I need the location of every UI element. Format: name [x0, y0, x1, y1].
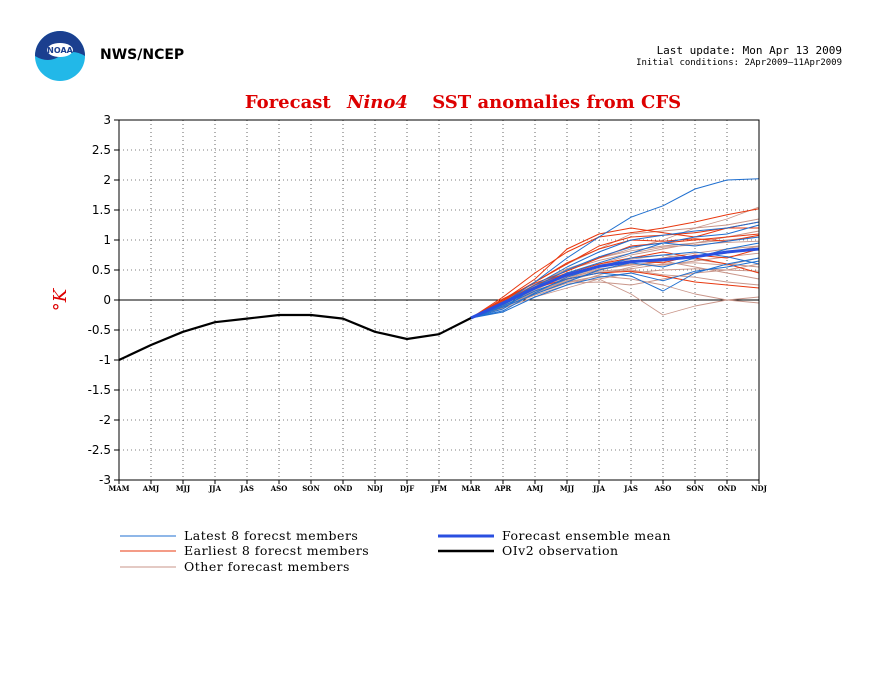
series-line-earliest [470, 208, 760, 319]
y-tick-label: 2.5 [92, 143, 111, 157]
series-line-ensemble-mean [470, 247, 760, 320]
x-tick-label: NDJ [367, 484, 383, 493]
noaa-logo: NOAA [35, 31, 85, 81]
chart-title-italic: Nino4 [346, 92, 408, 113]
series-line-observation [118, 313, 472, 361]
y-tick-label: 3 [103, 113, 111, 127]
axes-layer: -3 -2.5 -2 -1.5 -1 -0.5 0 0.5 1 1.5 2 2.5 3 MAM AMJ MJJ… [88, 113, 768, 493]
chart-title-prefix: Forecast [245, 92, 331, 113]
series-line-other [470, 278, 760, 319]
x-tick-label: MAM [109, 484, 130, 493]
x-tick-label: JAS [239, 484, 254, 493]
legend-label: Latest 8 forecst members [184, 528, 358, 543]
x-tick-label: SON [686, 484, 704, 493]
series-line-earliest [470, 227, 759, 319]
chart-title-suffix: SST anomalies from CFS [432, 92, 681, 113]
y-tick-label: 1.5 [92, 203, 111, 217]
legend-label: Other forecast members [184, 559, 350, 574]
y-tick-label: 2 [103, 173, 111, 187]
grid-layer [119, 120, 759, 480]
x-tick-label: MJJ [176, 484, 191, 493]
x-tick-label: NDJ [751, 484, 767, 493]
y-tick-label: -1.5 [88, 383, 111, 397]
x-tick-label: AMJ [526, 484, 544, 493]
chart-title: Forecast Nino4 SST anomalies from CFS [245, 92, 681, 113]
y-tick-label: 0.5 [92, 263, 111, 277]
x-tick-label: JAS [623, 484, 638, 493]
y-tick-label: -0.5 [88, 323, 111, 337]
series-line-earliest [470, 221, 760, 319]
x-tick-label: OND [718, 484, 737, 493]
series-line-latest [470, 260, 760, 319]
legend-label: OIv2 observation [502, 543, 619, 558]
y-tick-label: 0 [103, 293, 111, 307]
series-line-earliest [470, 234, 760, 319]
plot-frame [118, 119, 760, 481]
y-tick-label: 1 [103, 233, 111, 247]
series-layer [118, 178, 760, 361]
x-tick-label: DJF [400, 484, 414, 493]
x-tick-label: JJA [592, 484, 606, 493]
y-tick-label: -3 [99, 473, 111, 487]
org-name: NWS/NCEP [100, 47, 185, 63]
y-tick-label: -2.5 [88, 443, 111, 457]
y-tick-label: -1 [99, 353, 111, 367]
x-tick-label: ASO [270, 484, 288, 493]
legend-label: Forecast ensemble mean [502, 528, 671, 543]
x-tick-label: MAR [462, 484, 481, 493]
y-tick-label: -2 [99, 413, 111, 427]
legend-label: Earliest 8 forecst members [184, 543, 369, 558]
x-tick-label: JFM [430, 484, 447, 493]
series-line-latest [470, 178, 760, 319]
last-update-text: Last update: Mon Apr 13 2009 [656, 44, 842, 57]
series-line-other [470, 257, 760, 319]
series-line-latest [470, 236, 760, 319]
noaa-logo-text: NOAA [47, 46, 73, 55]
x-tick-label: AMJ [142, 484, 160, 493]
x-tick-label: SON [302, 484, 320, 493]
x-tick-label: APR [494, 484, 512, 493]
x-tick-label: ASO [654, 484, 672, 493]
x-tick-label: MJJ [560, 484, 575, 493]
y-axis-label: °K [50, 287, 71, 311]
series-line-earliest [470, 251, 760, 319]
x-tick-label: OND [334, 484, 353, 493]
x-tick-label: JJA [208, 484, 222, 493]
initial-conditions-text: Initial conditions: 2Apr2009–11Apr2009 [636, 58, 842, 68]
